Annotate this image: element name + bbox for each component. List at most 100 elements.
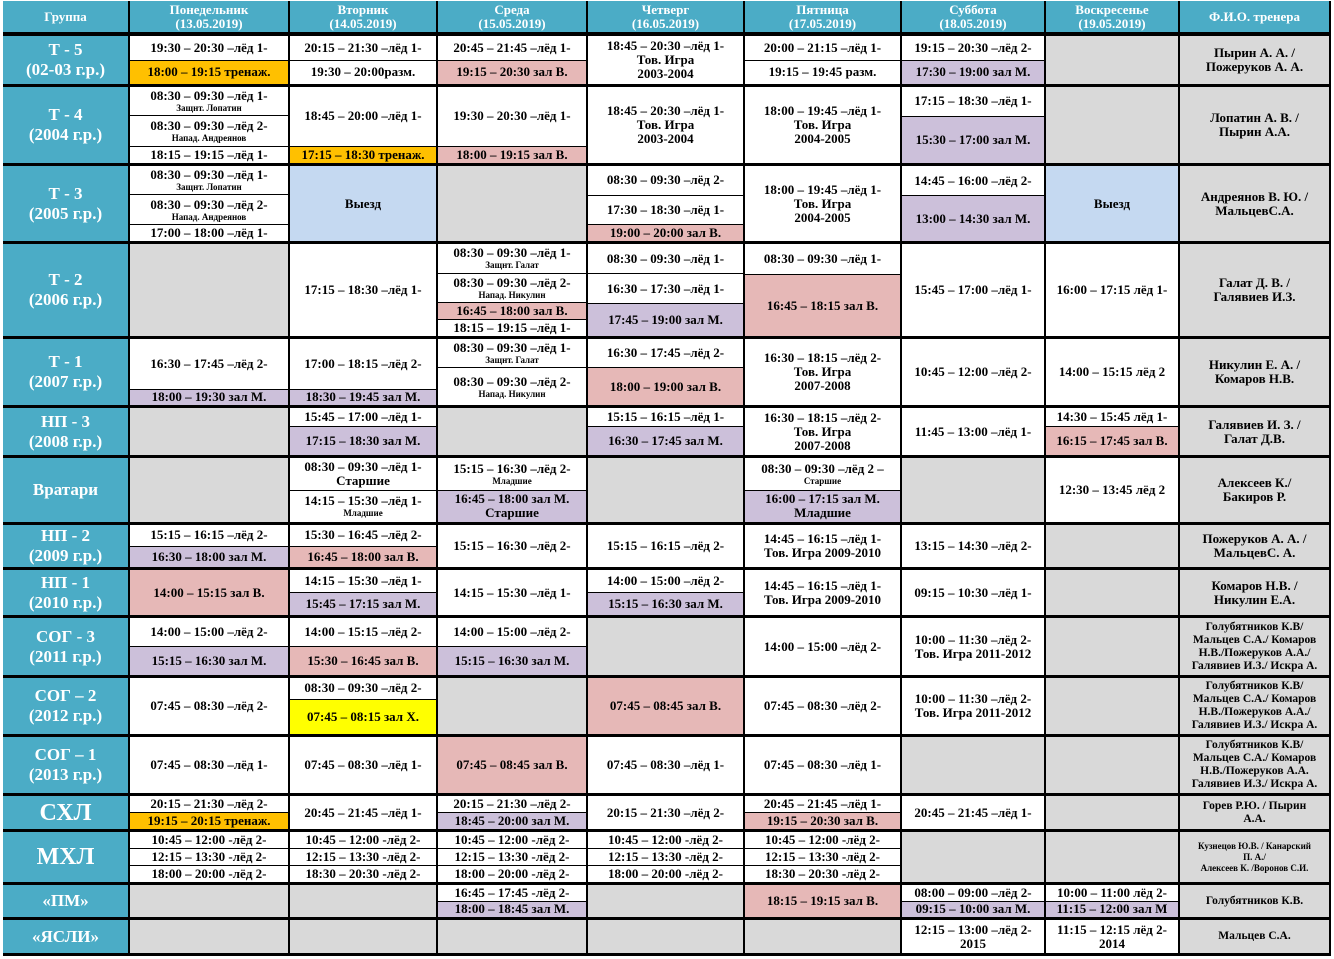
coach-cell: Галат Д. В. / Галявиев И.З. [1180,244,1331,339]
schedule-cell-wed: 20:45 – 21:45 –лёд 1- 19:15 – 20:30 зал В… [438,36,588,87]
session-text: 14:00 – 15:15 лёд 2 [1058,364,1166,379]
group-cell: СОГ - 3 (2011 г.р.) [3,618,130,678]
session-block: 08:30 – 09:30 –лёд 2- Напад. Никулин [438,367,586,405]
schedule-cell-thu: 14:00 – 15:00 –лёд 2- 15:15 – 16:30 зал М… [588,570,745,618]
schedule-cell-thu: 18:45 – 20:30 –лёд 1- Тов. Игра 2003-200… [588,87,745,166]
session-note: Напад. Андреянов [171,211,247,222]
session-text: 13:15 – 14:30 –лёд 2- [914,538,1032,553]
session-text: 14:45 – 16:00 –лёд 2- [914,172,1032,188]
schedule-cell-thu: 10:45 – 12:00 -лёд 2- 12:15 – 13:30 -лёд … [588,832,745,885]
session-text: 12:15 – 13:30 -лёд 2- [765,849,880,864]
session-text: 08:30 – 09:30 –лёд 1- [453,245,571,261]
session-text: 11:45 – 13:00 –лёд 1- [914,423,1032,439]
session-text: 19:15 – 20:30 –лёд 2- [914,39,1032,55]
session-text: 07:45 – 08:15 зал Х. [307,708,419,724]
session-block: 20:45 – 21:45 –лёд 1- [290,796,436,829]
session-text: 15:45 – 17:00 –лёд 1- [304,409,422,425]
session-note: Защнт. Лопатин [176,181,242,192]
session-block: 15:15 – 16:30 –лёд 2- [438,525,586,567]
session-text: 17:15 – 18:30 зал М. [305,433,421,449]
session-block: 20:15 – 21:30 –лёд 2- [130,796,288,812]
group-name: Т - 3 [48,183,83,203]
group-years: (2012 г.р.) [28,706,103,725]
empty-block [1046,678,1178,734]
session-text: 16:00 – 17:15 зал М. Младшие [765,491,880,521]
session-text: 18:00 – 20:00 -лёд 2- [454,866,570,881]
empty-block [438,166,586,241]
group-name: СОГ – 2 [34,686,97,705]
group-years: (2004 г.р.) [28,125,103,144]
schedule-cell-thu: 20:15 – 21:30 –лёд 2- [588,796,745,832]
schedule-cell-thu: 07:45 – 08:45 зал В. [588,678,745,737]
schedule-cell-sun: 14:00 – 15:15 лёд 2 [1046,339,1180,408]
session-note: Защнт. Лопатин [176,103,242,114]
session-block: 17:15 – 18:30 зал М. [290,426,436,455]
session-text: 16:45 – 18:00 зал В. [456,303,568,319]
session-text: 14:00 – 15:15 зал В. [153,584,265,600]
schedule-cell-mon: 10:45 – 12:00 -лёд 2- 12:15 – 13:30 -лёд … [130,832,290,885]
session-block: 07:45 – 08:15 зал Х. [290,698,436,734]
empty-block [290,920,436,953]
schedule-cell-tue: 14:00 – 15:15 –лёд 2- 15:30 – 16:45 зал В… [290,618,438,678]
session-text: 17:15 – 18:30 –лёд 1- [914,93,1032,109]
session-text: 08:30 – 09:30 –лёд 2- [606,172,725,188]
schedule-cell-mon [130,920,290,956]
schedule-cell-thu: 15:15 – 16:15 –лёд 2- [588,525,745,570]
session-block: 15:15 – 16:30 зал М. [438,646,586,675]
session-text: 12:15 – 13:30 -лёд 2- [608,849,723,864]
session-text: 14:30 – 15:45 лёд 1- [1056,409,1168,425]
session-text: 17:45 – 19:00 зал М. [608,312,723,328]
coach-cell: Мальцев С.А. [1180,920,1331,956]
session-note: Напад. Никулин [478,388,546,399]
session-block: 19:15 – 20:30 –лёд 2- [902,36,1044,60]
schedule-cell-thu [588,458,745,525]
group-name: Т - 5 [48,40,83,59]
session-text: 17:30 – 18:30 –лёд 1- [606,201,725,217]
session-text: 14:15 – 15:30 –лёд 1- [304,573,422,588]
schedule-cell-thu: 08:30 – 09:30 –лёд 1- 16:30 – 17:30 –лёд … [588,244,745,339]
session-text: 08:00 – 09:00 –лёд 2- [914,885,1032,900]
schedule-cell-sun [1046,832,1180,885]
session-text: 16:15 – 17:45 зал В. [1056,433,1168,449]
schedule-cell-wed: 10:45 – 12:00 -лёд 2- 12:15 – 13:30 -лёд … [438,832,588,885]
session-text: 12:30 – 13:45 лёд 2 [1058,482,1166,497]
session-block: 10:45 – 12:00 -лёд 2- [438,832,586,848]
session-text: 14:15 – 15:30 –лёд 1- [304,493,422,509]
schedule-cell-tue: Выезд [290,166,438,244]
session-text: 20:00 – 21:15 –лёд 1- [763,39,882,55]
schedule-cell-thu: 15:15 – 16:15 –лёд 1- 16:30 – 17:45 зал М… [588,408,745,458]
coach-cell: Комаров Н.В. / Никулин Е.А. [1180,570,1331,618]
group-years: (2009 г.р.) [28,546,103,565]
session-block: Выезд [1046,166,1178,241]
session-text: 18:30 – 19:45 зал М. [305,389,421,405]
coach-cell: Голубятников К.В/ Мальцев С.А./ Комаров … [1180,737,1331,796]
session-block: 15:30 – 16:45 –лёд 2- [290,525,436,546]
session-block: 14:15 – 15:30 –лёд 1- Младшие [290,489,436,522]
session-text: 19:15 – 20:30 зал В. [766,813,879,828]
group-name: Т - 1 [48,352,83,371]
session-block: 07:45 – 08:45 зал В. [588,678,743,734]
session-block: 17:15 – 18:30 –лёд 1- [290,244,436,336]
session-text: 18:00 – 19:45 –лёд 1- Тов. Игра 2004-200… [763,181,882,225]
schedule-cell-tue: 15:30 – 16:45 –лёд 2- 16:45 – 18:00 зал В… [290,525,438,570]
session-text: 14:45 – 16:15 –лёд 1- Тов. Игра 2009-201… [763,531,882,560]
group-cell: Т - 4 (2004 г.р.) [3,87,130,166]
session-text: 10:45 – 12:00 -лёд 2- [151,832,267,847]
session-block: 15:15 – 16:30 зал М. [130,646,288,675]
session-text: 10:45 – 12:00 -лёд 2- [765,832,880,847]
schedule-cell-sat [902,737,1046,796]
session-text: 15:15 – 16:30 зал М. [608,596,723,611]
schedule-cell-thu: 08:30 – 09:30 –лёд 2- 17:30 – 18:30 –лёд … [588,166,745,244]
group-cell: Т - 1 (2007 г.р.) [3,339,130,408]
empty-block [130,408,288,455]
session-block: Выезд [290,166,436,241]
empty-block [745,920,900,953]
session-text: 20:15 – 21:30 –лёд 2- [150,796,268,811]
session-block: 08:00 – 09:00 –лёд 2- [902,885,1044,901]
session-block: 16:45 – 18:00 зал В. [438,302,586,320]
session-text: 18:00 – 19:00 зал В. [609,378,722,394]
session-text: 08:30 – 09:30 –лёд 2- [453,373,571,389]
session-text: Выезд [344,195,382,211]
session-block: 15:45 – 17:00 –лёд 1- [290,408,436,427]
session-text: 14:15 – 15:30 –лёд 1- [453,584,571,600]
